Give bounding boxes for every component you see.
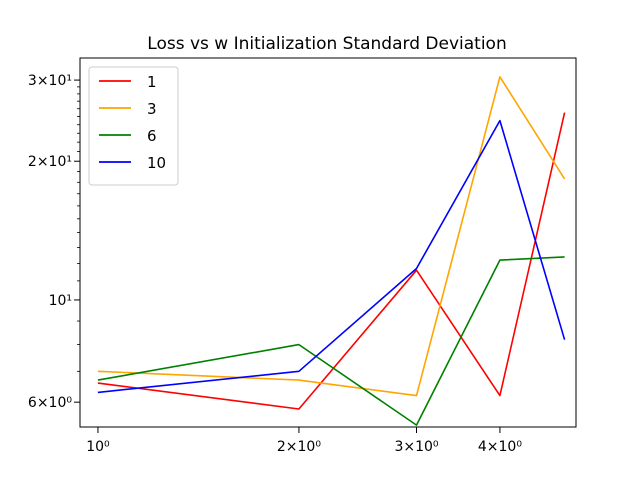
x-tick-label: 3×10⁰ xyxy=(394,439,438,455)
y-tick-label: 3×10¹ xyxy=(28,73,72,89)
x-tick-label: 10⁰ xyxy=(86,439,110,455)
series-line-1 xyxy=(97,112,566,410)
legend-label: 6 xyxy=(147,127,157,145)
y-tick-label: 6×10⁰ xyxy=(28,395,72,411)
legend-box xyxy=(88,66,179,186)
x-tick-label: 2×10⁰ xyxy=(277,439,321,455)
legend-label: 3 xyxy=(147,100,157,118)
series-line-10 xyxy=(97,119,566,394)
plot-lines xyxy=(97,76,566,426)
legend: 1 3 6 10 xyxy=(88,66,179,186)
x-tick-label: 4×10⁰ xyxy=(478,439,522,455)
legend-label: 1 xyxy=(147,73,157,91)
x-axis: 10⁰ 2×10⁰ 3×10⁰ 4×10⁰ xyxy=(86,427,522,455)
y-tick-label: 2×10¹ xyxy=(28,154,72,170)
plot-frame xyxy=(79,57,577,428)
series-line-6 xyxy=(97,256,565,426)
y-tick-label: 10¹ xyxy=(49,293,72,309)
y-axis: 6×10⁰ 10¹ 2×10¹ 3×10¹ xyxy=(28,73,80,411)
legend-label: 10 xyxy=(147,154,166,172)
series-line-3 xyxy=(97,76,566,397)
chart-title: Loss vs w Initialization Standard Deviat… xyxy=(147,34,506,54)
